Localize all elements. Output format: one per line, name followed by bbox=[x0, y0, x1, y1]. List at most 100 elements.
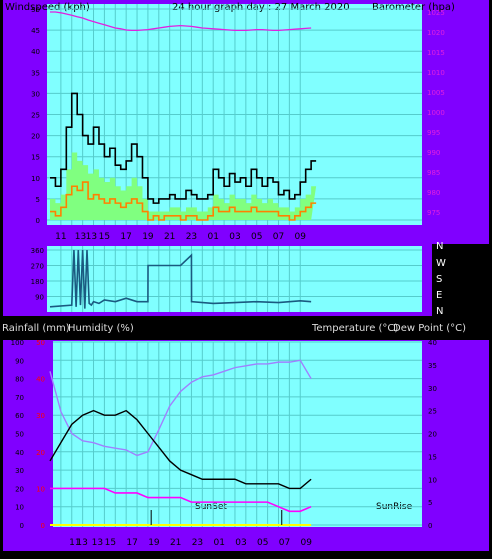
wind-gust-line bbox=[50, 92, 317, 204]
wind-y-tick: 25 bbox=[31, 112, 40, 120]
wind-y-tick: 50 bbox=[31, 6, 40, 14]
rainfall-y-tick: 20 bbox=[36, 449, 45, 457]
temp-y-tick: 25 bbox=[428, 408, 437, 416]
dir-label-w: W bbox=[436, 258, 446, 269]
temp-x-tick: 07 bbox=[279, 538, 290, 548]
rainfall-y-tick: 40 bbox=[36, 376, 45, 384]
humidity-y-tick: 100 bbox=[11, 339, 24, 347]
humidity-y-tick: 20 bbox=[15, 485, 24, 493]
rainfall-y-tick: 0 bbox=[41, 522, 45, 530]
temp-x-tick: 21 bbox=[170, 538, 181, 548]
dir-label-s: S bbox=[436, 274, 442, 285]
wind-x-tick: 17 bbox=[120, 232, 131, 242]
temp-x-tick: 23 bbox=[192, 538, 203, 548]
temperature-line bbox=[49, 409, 312, 490]
barometer-label: Barometer (hpa) bbox=[372, 2, 455, 13]
humidity-y-tick: 80 bbox=[15, 376, 24, 384]
humidity-y-tick: 70 bbox=[15, 394, 24, 402]
humidity-label: Humidity (%) bbox=[68, 323, 134, 334]
wind-x-tick: 03 bbox=[229, 232, 240, 242]
baro-y-tick: 1015 bbox=[427, 49, 445, 57]
wind-y-tick: 40 bbox=[31, 48, 40, 56]
wind-x-tick: 07 bbox=[273, 232, 284, 242]
wind-x-tick: 21 bbox=[164, 232, 175, 242]
wind-y-tick: 45 bbox=[31, 27, 40, 35]
rainfall-y-tick: 10 bbox=[36, 485, 45, 493]
temp-y-tick: 5 bbox=[428, 499, 432, 507]
wind-y-tick: 0 bbox=[36, 217, 40, 225]
baro-y-tick: 1020 bbox=[427, 29, 445, 37]
wind-y-tick: 15 bbox=[31, 154, 40, 162]
humidity-y-tick: 30 bbox=[15, 467, 24, 475]
barometer-line bbox=[50, 11, 312, 32]
temp-x-tick: 03 bbox=[235, 538, 246, 548]
temp-x-tick: 05 bbox=[257, 538, 268, 548]
temp-y-tick: 40 bbox=[428, 339, 437, 347]
temp-y-tick: 20 bbox=[428, 431, 437, 439]
dir-y-tick: 360 bbox=[31, 247, 44, 255]
temp-x-tick: 11 bbox=[69, 538, 80, 548]
dir-y-tick: 180 bbox=[31, 278, 44, 286]
baro-y-tick: 995 bbox=[427, 129, 440, 137]
dir-label-e: E bbox=[436, 290, 442, 301]
temp-x-tick: 17 bbox=[126, 538, 137, 548]
wind-y-tick: 10 bbox=[31, 175, 40, 183]
temperature-label: Temperature (°C) bbox=[311, 323, 398, 334]
humidity-y-tick: 60 bbox=[15, 412, 24, 420]
wind-min-line bbox=[50, 181, 317, 221]
baro-y-tick: 1005 bbox=[427, 89, 445, 97]
dir-label-n-top: N bbox=[436, 241, 443, 252]
wind-y-tick: 30 bbox=[31, 90, 40, 98]
dir-y-tick: 270 bbox=[31, 263, 44, 271]
dew-point-label: Dew Point (°C) bbox=[393, 323, 466, 334]
chart-title: 24 hour graph day : 27 March 2020 bbox=[172, 2, 350, 13]
rainfall-label: Rainfall (mm) bbox=[2, 323, 70, 334]
baro-y-tick: 990 bbox=[427, 149, 440, 157]
wind-x-tick: 11 bbox=[55, 232, 66, 242]
humidity-line bbox=[49, 359, 312, 457]
chart-dynamic-layer: 0510152025303540455097598098599099510001… bbox=[11, 4, 445, 548]
baro-y-tick: 985 bbox=[427, 169, 440, 177]
wind-x-tick: 13 bbox=[86, 232, 97, 242]
temp-y-tick: 35 bbox=[428, 362, 437, 370]
wind-x-tick: 01 bbox=[207, 232, 218, 242]
wind-x-tick: 23 bbox=[186, 232, 197, 242]
wind-y-tick: 35 bbox=[31, 69, 40, 77]
humidity-y-tick: 90 bbox=[15, 357, 24, 365]
humidity-y-tick: 0 bbox=[20, 522, 24, 530]
rainfall-y-tick: 50 bbox=[36, 339, 45, 347]
temp-x-tick: 15 bbox=[105, 538, 116, 548]
temp-y-tick: 0 bbox=[428, 522, 432, 530]
baro-y-tick: 980 bbox=[427, 189, 440, 197]
wind-y-tick: 20 bbox=[31, 133, 40, 141]
temp-x-tick: 19 bbox=[148, 538, 160, 548]
humidity-y-tick: 40 bbox=[15, 449, 24, 457]
wind-x-tick: 13 bbox=[75, 232, 86, 242]
temp-x-tick: 01 bbox=[213, 538, 224, 548]
windspeed-label: Windspeed (kph) bbox=[5, 2, 90, 13]
baro-y-tick: 1025 bbox=[427, 9, 445, 17]
temp-y-tick: 15 bbox=[428, 453, 437, 461]
rainfall-y-tick: 30 bbox=[36, 412, 45, 420]
humidity-y-tick: 50 bbox=[15, 431, 24, 439]
wind-x-tick: 15 bbox=[99, 232, 110, 242]
temp-y-tick: 10 bbox=[428, 476, 437, 484]
baro-y-tick: 975 bbox=[427, 209, 440, 217]
wind-x-tick: 09 bbox=[295, 232, 307, 242]
wind-x-tick: 05 bbox=[251, 232, 262, 242]
wind-direction-line bbox=[49, 249, 312, 309]
dir-y-tick: 90 bbox=[35, 294, 44, 302]
temp-x-tick: 13 bbox=[76, 538, 87, 548]
dew-point-line bbox=[50, 487, 312, 513]
wind-x-tick: 19 bbox=[142, 232, 154, 242]
wind-y-tick: 5 bbox=[36, 196, 40, 204]
temp-x-tick: 09 bbox=[301, 538, 313, 548]
baro-y-tick: 1000 bbox=[427, 109, 445, 117]
humidity-y-tick: 10 bbox=[15, 504, 24, 512]
baro-y-tick: 1010 bbox=[427, 69, 445, 77]
temp-x-tick: 13 bbox=[92, 538, 103, 548]
temp-y-tick: 30 bbox=[428, 385, 437, 393]
dir-label-n-bottom: N bbox=[436, 306, 443, 317]
